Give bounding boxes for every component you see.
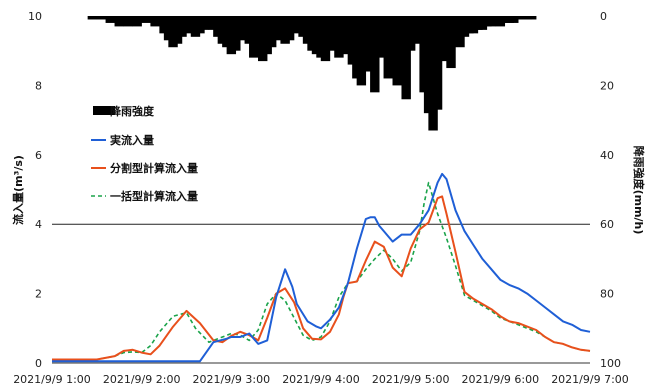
left-tick-label: 0 [35,357,42,370]
rainfall-bar [509,16,519,23]
left-tick-label: 6 [35,149,42,162]
left-tick-label: 8 [35,79,42,92]
rainfall-bar [132,16,142,27]
rainfall-bar [105,16,115,23]
series-line-split [52,195,591,361]
rainfall-bar [150,16,160,27]
right-tick-label: 20 [600,79,614,92]
x-tick-label: 2021/9/9 5:00 [372,373,450,386]
rainfall-bar [87,16,98,20]
x-tick-label: 2021/9/9 3:00 [193,373,271,386]
series-lines [52,172,591,363]
legend-split-label: 分割型計算流入量 [110,161,198,175]
x-axis-ticks: 2021/9/9 1:00 2021/9/9 2:00 2021/9/9 3:00 2… [13,373,629,386]
right-axis-title: 降雨強度(mm/h) [632,146,646,235]
x-tick-label: 2021/9/9 1:00 [13,373,91,386]
rainfall-bar [114,16,124,27]
legend-actual-label: 実流入量 [110,133,154,147]
left-tick-label: 4 [35,218,42,231]
x-tick-label: 2021/9/9 7:00 [551,373,629,386]
left-tick-label: 10 [28,10,42,23]
rainfall-bars [87,16,537,131]
left-tick-label: 2 [35,288,42,301]
right-tick-label: 100 [600,357,621,370]
right-axis-ticks: 0 20 40 60 80 100 [600,10,621,370]
plot-area [52,16,590,363]
x-tick-label: 2021/9/9 4:00 [282,373,360,386]
series-line-actual [52,172,591,363]
right-tick-label: 40 [600,149,614,162]
right-tick-label: 0 [600,10,607,23]
right-tick-label: 80 [600,288,614,301]
rainfall-bar [401,16,411,100]
x-tick-label: 2021/9/9 2:00 [103,373,181,386]
rainfall-bar [141,16,151,23]
rainfall-bar [527,16,537,20]
legend-bulk-label: 一括型計算流入量 [110,189,198,203]
legend-rainfall-swatch [93,106,115,115]
legend: 降雨強度 実流入量 分割型計算流入量 一括型計算流入量 [91,104,198,203]
rainfall-bar [432,16,443,110]
rainfall-bar [96,16,107,20]
x-tick-label: 2021/9/9 6:00 [462,373,540,386]
legend-rainfall-label: 降雨強度 [110,104,155,118]
rainfall-bar [123,16,133,27]
left-axis-title: 流入量(m³/s) [11,155,25,225]
right-tick-label: 60 [600,218,614,231]
left-axis-ticks: 0 2 4 6 8 10 [28,10,42,370]
